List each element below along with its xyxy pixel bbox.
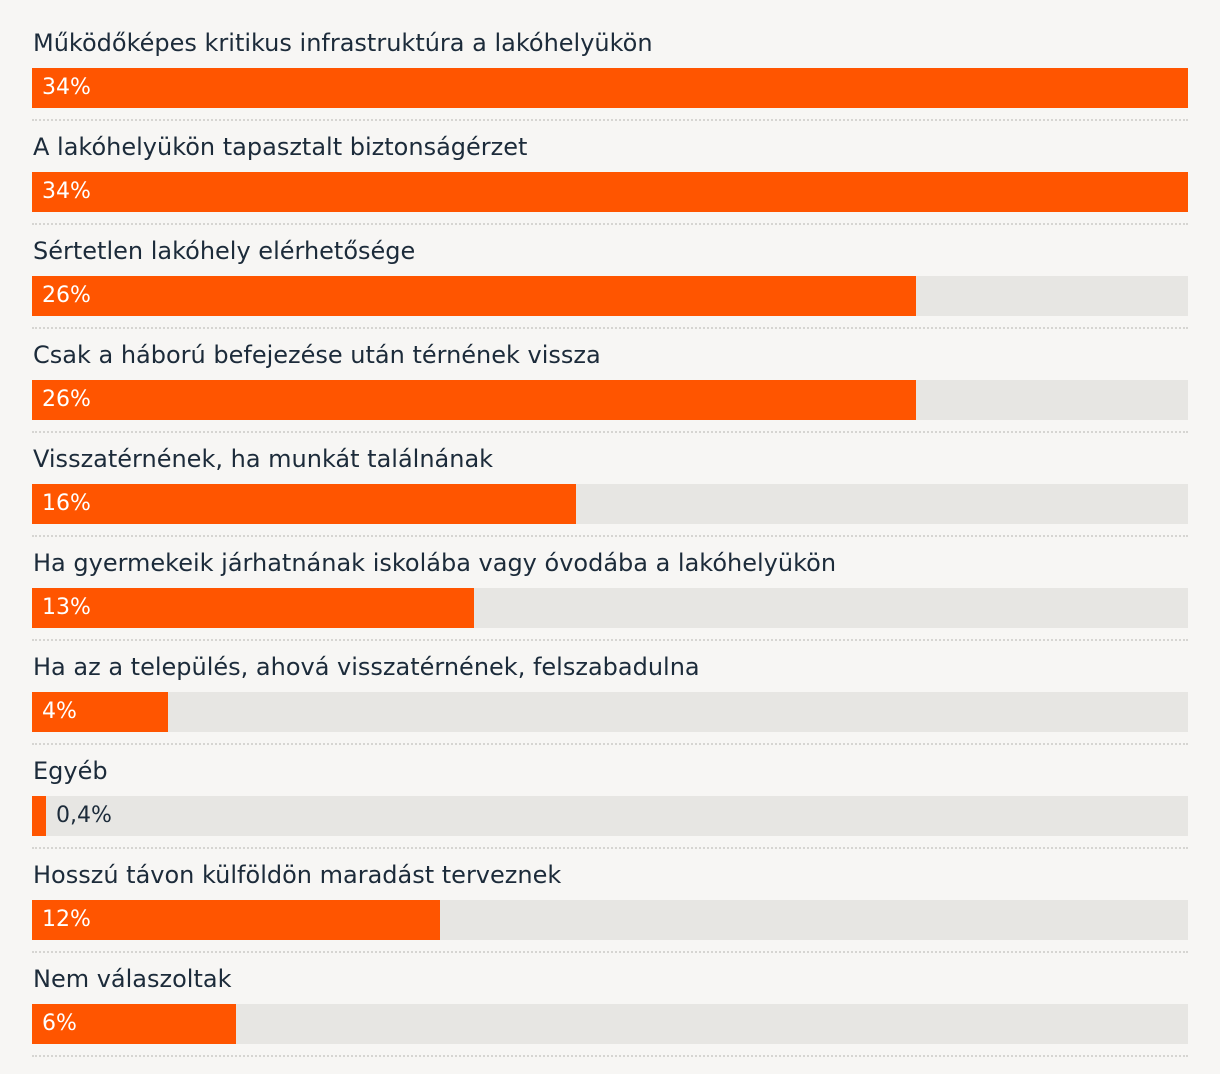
category-label: Ha gyermekeik járhatnának iskolába vagy … bbox=[33, 549, 837, 577]
value-label: 4% bbox=[42, 699, 77, 724]
row-divider bbox=[32, 119, 1188, 121]
row-divider bbox=[32, 223, 1188, 225]
value-label: 26% bbox=[42, 283, 91, 308]
bar-track: 16% bbox=[32, 484, 1188, 524]
category-label: Működőképes kritikus infrastruktúra a la… bbox=[33, 29, 653, 57]
bar-row: Csak a háború befejezése után térnének v… bbox=[32, 338, 1188, 442]
bar-row: Sértetlen lakóhely elérhetősége 26% bbox=[32, 234, 1188, 338]
bar bbox=[32, 900, 440, 940]
category-label: Nem válaszoltak bbox=[33, 965, 232, 993]
category-label: Egyéb bbox=[33, 757, 108, 785]
bar-row: Egyéb 0,4% bbox=[32, 754, 1188, 858]
row-divider bbox=[32, 327, 1188, 329]
bar bbox=[32, 172, 1188, 212]
bar bbox=[32, 380, 916, 420]
bar-track: 34% bbox=[32, 172, 1188, 212]
value-label: 26% bbox=[42, 387, 91, 412]
bar-row: Működőképes kritikus infrastruktúra a la… bbox=[32, 26, 1188, 130]
bar bbox=[32, 276, 916, 316]
bar bbox=[32, 588, 474, 628]
bar-track: 12% bbox=[32, 900, 1188, 940]
bar-track: 26% bbox=[32, 276, 1188, 316]
bar-track: 13% bbox=[32, 588, 1188, 628]
bar-row: Ha az a település, ahová visszatérnének,… bbox=[32, 650, 1188, 754]
bar bbox=[32, 484, 576, 524]
bar-track: 26% bbox=[32, 380, 1188, 420]
bar-row: A lakóhelyükön tapasztalt biztonságérzet… bbox=[32, 130, 1188, 234]
category-label: Hosszú távon külföldön maradást tervezne… bbox=[33, 861, 562, 889]
value-label: 34% bbox=[42, 179, 91, 204]
row-divider bbox=[32, 951, 1188, 953]
row-divider bbox=[32, 743, 1188, 745]
bar-track: 0,4% bbox=[32, 796, 1188, 836]
bar-row: Ha gyermekeik járhatnának iskolába vagy … bbox=[32, 546, 1188, 650]
category-label: Sértetlen lakóhely elérhetősége bbox=[33, 237, 416, 265]
value-label: 0,4% bbox=[56, 803, 112, 828]
value-label: 34% bbox=[42, 75, 91, 100]
value-label: 12% bbox=[42, 907, 91, 932]
bar bbox=[32, 1004, 236, 1044]
category-label: Visszatérnének, ha munkát találnának bbox=[33, 445, 494, 473]
row-divider bbox=[32, 847, 1188, 849]
category-label: Ha az a település, ahová visszatérnének,… bbox=[33, 653, 700, 681]
bar bbox=[32, 692, 168, 732]
category-label: A lakóhelyükön tapasztalt biztonságérzet bbox=[33, 133, 528, 161]
bar-track: 6% bbox=[32, 1004, 1188, 1044]
bar bbox=[32, 796, 46, 836]
category-label: Csak a háború befejezése után térnének v… bbox=[33, 341, 601, 369]
value-label: 16% bbox=[42, 491, 91, 516]
bar-row: Visszatérnének, ha munkát találnának 16% bbox=[32, 442, 1188, 546]
row-divider bbox=[32, 535, 1188, 537]
row-divider bbox=[32, 1055, 1188, 1057]
row-divider bbox=[32, 431, 1188, 433]
row-divider bbox=[32, 639, 1188, 641]
value-label: 13% bbox=[42, 595, 91, 620]
bar-row: Hosszú távon külföldön maradást tervezne… bbox=[32, 858, 1188, 962]
bar-track: 34% bbox=[32, 68, 1188, 108]
bar-track: 4% bbox=[32, 692, 1188, 732]
bar bbox=[32, 68, 1188, 108]
bar-row: Nem válaszoltak 6% bbox=[32, 962, 1188, 1066]
value-label: 6% bbox=[42, 1011, 77, 1036]
